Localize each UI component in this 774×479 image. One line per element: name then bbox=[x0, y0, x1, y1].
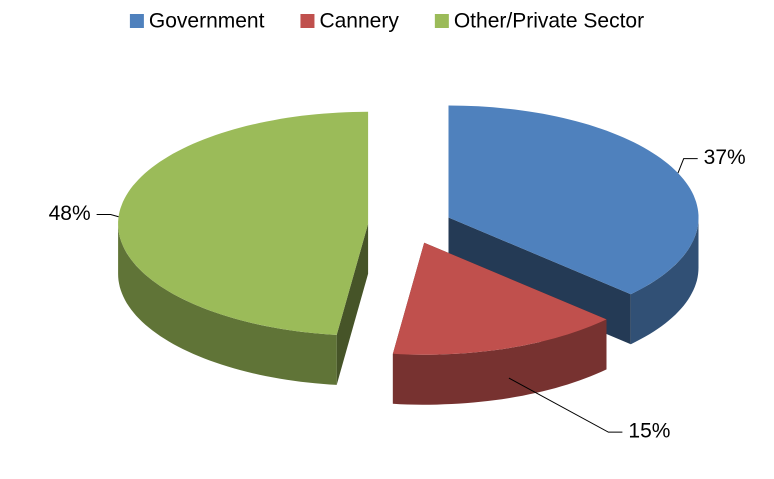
leader-line bbox=[508, 377, 623, 433]
legend-swatch bbox=[434, 14, 449, 28]
slice-top bbox=[392, 242, 607, 355]
slice-side bbox=[336, 223, 369, 385]
slice-top bbox=[448, 105, 699, 295]
slice bbox=[118, 111, 369, 385]
leader-line bbox=[96, 214, 119, 218]
legend-item: Cannery bbox=[300, 10, 399, 33]
slice-wall bbox=[118, 223, 337, 385]
slice-wall bbox=[630, 217, 699, 345]
pie bbox=[118, 105, 699, 405]
data-label: 37% bbox=[704, 146, 746, 169]
legend-swatch bbox=[129, 14, 144, 28]
slice-wall bbox=[392, 319, 607, 405]
legend-label: Other/Private Sector bbox=[454, 10, 644, 33]
slice bbox=[392, 242, 607, 405]
data-label: 48% bbox=[49, 202, 91, 225]
legend-label: Government bbox=[149, 10, 265, 33]
data-label: 15% bbox=[628, 420, 670, 443]
leader-line bbox=[677, 158, 698, 174]
legend-swatch bbox=[300, 14, 315, 28]
legend: Government Cannery Other/Private Sector bbox=[129, 10, 644, 33]
legend-item: Government bbox=[129, 10, 265, 33]
legend-item: Other/Private Sector bbox=[434, 10, 644, 33]
slice-top bbox=[118, 111, 369, 335]
legend-label: Cannery bbox=[319, 10, 399, 33]
